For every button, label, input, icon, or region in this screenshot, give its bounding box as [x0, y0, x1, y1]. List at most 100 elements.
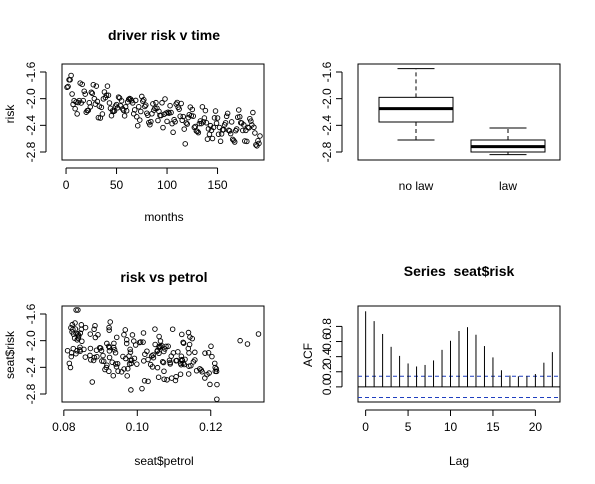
- data-point: [169, 326, 176, 332]
- data-point: [237, 337, 243, 344]
- data-point: [100, 352, 106, 359]
- data-point: [93, 83, 100, 89]
- data-point: [173, 373, 179, 380]
- data-point: [170, 129, 176, 136]
- data-point: [180, 113, 186, 120]
- panel-driver-risk-v-time: driver risk v time months risk 0 50 100 150…: [3, 27, 265, 224]
- y-tick-label: 0.0: [320, 378, 334, 395]
- x-tick-label: 150: [208, 178, 228, 192]
- data-point: [70, 326, 76, 333]
- data-point: [207, 381, 213, 388]
- data-point: [123, 337, 130, 343]
- data-point: [237, 114, 243, 120]
- data-point: [112, 350, 119, 356]
- data-point: [77, 344, 83, 350]
- data-point: [121, 331, 127, 338]
- data-point: [91, 354, 98, 361]
- y-axis-label: seat$risk: [3, 330, 17, 379]
- data-point: [82, 354, 89, 360]
- data-point: [82, 324, 89, 331]
- data-point: [165, 343, 171, 350]
- data-point: [159, 100, 165, 106]
- data-point: [224, 110, 231, 117]
- data-point: [227, 130, 234, 137]
- data-points: [64, 307, 262, 402]
- data-point: [139, 385, 145, 392]
- data-point: [176, 106, 182, 112]
- data-point: [128, 360, 134, 367]
- data-point: [212, 108, 219, 114]
- data-point: [147, 121, 153, 128]
- data-point: [89, 90, 96, 97]
- data-point: [161, 376, 167, 382]
- data-point: [77, 347, 83, 353]
- x-axis-label: seat$petrol: [134, 454, 193, 468]
- data-point: [136, 104, 142, 110]
- data-point: [79, 338, 85, 344]
- data-point: [130, 111, 137, 117]
- data-point: [181, 126, 187, 132]
- data-point: [208, 343, 214, 350]
- data-point: [122, 104, 129, 110]
- data-point: [252, 130, 258, 136]
- data-point: [149, 353, 155, 359]
- data-point: [103, 92, 110, 98]
- plot-frame: [357, 63, 561, 161]
- data-point: [233, 126, 240, 132]
- data-point: [72, 105, 78, 112]
- data-point: [111, 347, 118, 353]
- data-point: [201, 115, 208, 121]
- data-point: [121, 113, 128, 119]
- data-point: [137, 339, 144, 345]
- data-point: [90, 81, 97, 88]
- data-point: [106, 327, 112, 333]
- data-point: [158, 112, 164, 119]
- data-point: [110, 344, 117, 351]
- data-point: [256, 140, 262, 147]
- data-point: [66, 360, 73, 367]
- data-point: [82, 91, 88, 97]
- data-point: [231, 139, 238, 145]
- data-point: [140, 330, 147, 336]
- data-point: [164, 377, 170, 383]
- x-tick-label: 0: [362, 420, 369, 434]
- data-point: [173, 357, 179, 364]
- data-point: [129, 332, 136, 338]
- x-tick-label: 20: [529, 420, 543, 434]
- data-point: [104, 362, 110, 369]
- data-point: [235, 107, 242, 113]
- x-tick-label: 50: [110, 178, 124, 192]
- data-point: [94, 353, 100, 360]
- x-tick-label: 0: [63, 178, 70, 192]
- data-point: [110, 372, 117, 379]
- data-point: [123, 340, 130, 347]
- data-point: [209, 135, 216, 142]
- data-point: [90, 357, 97, 364]
- data-point: [150, 354, 157, 361]
- data-point: [165, 109, 171, 116]
- data-point: [132, 342, 139, 348]
- data-point: [92, 322, 98, 329]
- data-point: [149, 364, 156, 370]
- data-point: [255, 138, 261, 144]
- data-point: [142, 103, 148, 110]
- data-point: [226, 128, 233, 134]
- y-tick-label: 0.6: [320, 333, 334, 350]
- x-tick-label: 0.08: [52, 420, 76, 434]
- data-point: [81, 88, 87, 94]
- data-point: [75, 335, 81, 342]
- data-point: [150, 352, 156, 358]
- y-tick-label: -2.4: [320, 115, 334, 136]
- data-point: [248, 118, 254, 124]
- data-point: [198, 367, 204, 373]
- data-point: [125, 365, 131, 372]
- data-point: [148, 118, 154, 125]
- plot-frame: [61, 63, 265, 161]
- data-point: [160, 124, 166, 131]
- data-point: [87, 331, 94, 337]
- data-point: [141, 378, 148, 384]
- y-tick-label: 0.4: [320, 348, 334, 365]
- data-point: [106, 344, 113, 351]
- data-point: [131, 107, 138, 113]
